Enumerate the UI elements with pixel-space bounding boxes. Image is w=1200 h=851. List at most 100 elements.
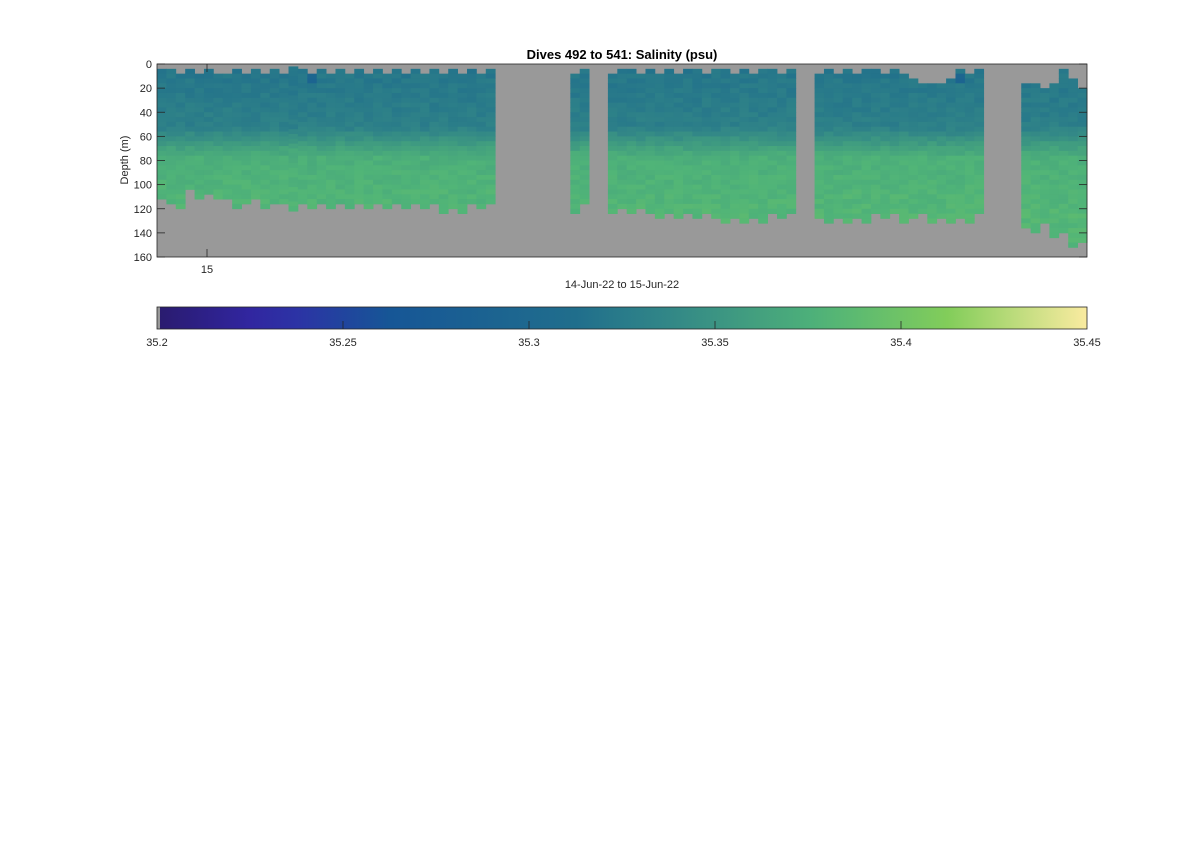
salinity-cell (401, 121, 412, 128)
salinity-cell (316, 189, 327, 195)
salinity-cell (297, 92, 308, 99)
salinity-cell (354, 174, 365, 181)
salinity-cell (420, 179, 430, 186)
salinity-cell (946, 174, 956, 181)
salinity-cell (410, 92, 421, 99)
salinity-cell (1021, 203, 1032, 210)
salinity-cell (438, 170, 449, 176)
salinity-cell (814, 88, 825, 94)
salinity-cell (363, 203, 374, 210)
salinity-cell (777, 174, 787, 181)
salinity-cell (457, 165, 468, 171)
salinity-cell (373, 160, 383, 166)
y-tick-label: 0 (146, 59, 152, 71)
salinity-cell (683, 107, 693, 113)
salinity-cell (373, 170, 383, 176)
salinity-cell (758, 203, 768, 210)
salinity-cell (485, 112, 496, 118)
salinity-cell (814, 102, 825, 108)
salinity-cell (861, 213, 872, 219)
salinity-cell (777, 88, 787, 94)
salinity-cell (786, 174, 797, 181)
salinity-cell (1068, 146, 1078, 152)
salinity-cell (1040, 112, 1050, 118)
salinity-cell (701, 170, 712, 176)
salinity-cell (927, 146, 938, 152)
salinity-cell (899, 199, 909, 205)
salinity-cell (664, 92, 675, 99)
salinity-cell (917, 92, 928, 99)
salinity-cell (955, 146, 966, 152)
salinity-cell (936, 136, 947, 142)
salinity-cell (946, 131, 956, 137)
salinity-cell (786, 160, 797, 166)
salinity-cell (899, 146, 909, 152)
salinity-cell (617, 199, 628, 205)
salinity-cell (974, 174, 985, 181)
salinity-cell (579, 92, 590, 99)
salinity-cell (777, 203, 787, 210)
salinity-cell (617, 73, 628, 79)
salinity-cell (420, 102, 430, 108)
salinity-cell (1068, 92, 1078, 99)
salinity-cell (354, 199, 365, 205)
salinity-cell (1058, 155, 1069, 161)
salinity-cell (467, 102, 477, 108)
salinity-cell (626, 203, 637, 210)
salinity-cell (1077, 141, 1088, 147)
salinity-cell (288, 133, 299, 140)
salinity-cell (880, 179, 891, 186)
salinity-cell (570, 155, 581, 161)
salinity-cell (1040, 194, 1050, 200)
salinity-cell (222, 155, 233, 161)
salinity-cell (326, 92, 336, 99)
salinity-cell (683, 117, 693, 123)
salinity-cell (326, 102, 336, 108)
salinity-cell (692, 73, 703, 79)
salinity-cell (1049, 112, 1060, 118)
salinity-cell (626, 170, 637, 176)
salinity-cell (636, 107, 646, 113)
salinity-cell (673, 165, 684, 171)
salinity-cell (457, 78, 468, 84)
salinity-cell (758, 189, 768, 195)
salinity-cell (1058, 208, 1069, 214)
salinity-cell (1030, 112, 1041, 118)
salinity-cell (316, 92, 327, 99)
salinity-cell (748, 121, 759, 128)
salinity-cell (645, 73, 656, 79)
salinity-cell (194, 117, 205, 123)
salinity-cell (814, 189, 825, 195)
salinity-cell (974, 112, 985, 118)
salinity-cell (457, 179, 468, 186)
salinity-cell (748, 146, 759, 152)
salinity-cell (232, 102, 242, 108)
salinity-cell (1068, 131, 1078, 137)
salinity-cell (870, 68, 881, 75)
salinity-cell (974, 141, 985, 147)
salinity-cell (711, 155, 722, 161)
salinity-cell (974, 189, 985, 195)
salinity-cell (429, 131, 440, 137)
salinity-cell (316, 141, 327, 147)
salinity-cell (1021, 160, 1032, 166)
salinity-cell (908, 213, 919, 219)
salinity-cell (157, 97, 167, 104)
salinity-cell (823, 97, 834, 104)
salinity-cell (739, 184, 750, 190)
salinity-cell (194, 107, 205, 113)
salinity-cell (175, 174, 186, 181)
salinity-cell (823, 189, 834, 195)
salinity-cell (222, 179, 233, 186)
salinity-cell (880, 88, 891, 94)
salinity-cell (955, 112, 966, 118)
salinity-cell (307, 102, 318, 108)
salinity-cell (683, 174, 693, 181)
salinity-cell (823, 165, 834, 171)
salinity-cell (391, 155, 402, 161)
salinity-cell (250, 184, 261, 190)
salinity-cell (420, 141, 430, 147)
salinity-cell (157, 78, 167, 84)
salinity-cell (852, 121, 862, 128)
salinity-cell (316, 107, 327, 113)
